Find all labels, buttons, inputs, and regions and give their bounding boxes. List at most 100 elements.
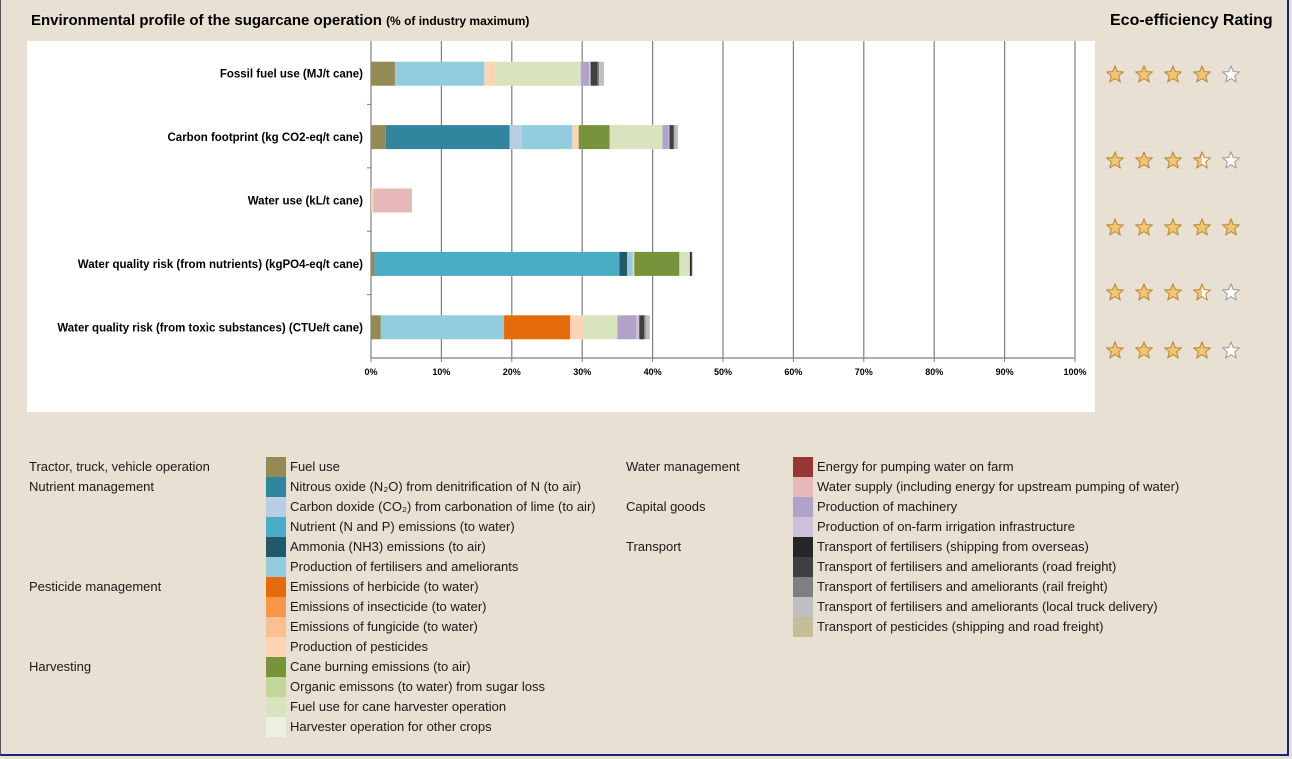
legend-label: Ammonia (NH3) emissions (to air) (290, 539, 486, 554)
bar-segment (674, 125, 678, 150)
star-full-icon (1134, 340, 1154, 359)
chart-plot-area: 0% 10% 20% 30% 40% 50% 60% 70% 80% 90% 100% Fossil … (27, 41, 1095, 412)
legend-swatch (266, 517, 286, 537)
rating-title: Eco-efficiency Rating (1110, 12, 1273, 29)
x-tick-label: 30% (573, 367, 591, 377)
legend-label: Production of machinery (817, 499, 958, 514)
x-tick-label: 20% (503, 367, 521, 377)
legend-label: Transport of fertilisers and ameliorants… (817, 579, 1108, 594)
legend-swatch (266, 477, 286, 497)
rating-row (1105, 64, 1251, 88)
bar-segment (619, 251, 628, 276)
x-tick-label: 0% (364, 367, 377, 377)
star-half-icon (1192, 150, 1212, 169)
legend-label: Nutrient (N and P) emissions (to water) (290, 519, 515, 534)
x-tick-label: 90% (996, 367, 1014, 377)
category-label: Fossil fuel use (MJ/t cane) (220, 69, 363, 81)
legend-swatch (266, 557, 286, 577)
category-label: Carbon footprint (kg CO2-eq/t cane) (168, 132, 364, 144)
legend-swatch (793, 537, 813, 557)
bar-segment (632, 251, 635, 276)
legend-label: Organic emissons (to water) from sugar l… (290, 679, 546, 694)
bar-segment (572, 125, 579, 150)
legend-swatch (266, 717, 286, 737)
legend-label: Fuel use (290, 459, 340, 474)
legend-swatch (266, 617, 286, 637)
bar-segment (371, 61, 395, 86)
star-full-icon (1192, 64, 1212, 83)
bar-segment (692, 251, 693, 276)
rating-row (1105, 150, 1251, 174)
legend-label: Transport of fertilisers and ameliorants… (817, 559, 1117, 574)
bar-segment (590, 61, 598, 86)
rating-row (1105, 282, 1251, 306)
legend-label: Transport of fertilisers and ameliorants… (817, 599, 1158, 614)
bar-segment (371, 188, 374, 213)
star-full-icon (1134, 217, 1154, 236)
legend-swatch (266, 657, 286, 677)
bar-segment (645, 315, 650, 340)
chart-title-sub: (% of industry maximum) (386, 14, 530, 28)
bar-segment (580, 61, 590, 86)
star-empty-icon (1221, 64, 1241, 83)
bar-segment (689, 251, 692, 276)
bar-segment (617, 315, 637, 340)
x-tick-label: 40% (644, 367, 662, 377)
bar-segment (668, 125, 670, 150)
legend-label: Production of pesticides (290, 639, 429, 654)
star-full-icon (1163, 64, 1183, 83)
legend-label: Production of on-farm irrigation infrast… (817, 519, 1075, 534)
bar-segment (373, 188, 411, 213)
legend-swatch (266, 457, 286, 477)
legend-swatch (266, 497, 286, 517)
legend-swatch (266, 597, 286, 617)
legend-swatch (793, 577, 813, 597)
bar-segment (627, 251, 633, 276)
bar-segment (644, 315, 646, 340)
legend-swatch (793, 517, 813, 537)
legend-category: Transport (626, 539, 682, 554)
star-empty-icon (1221, 340, 1241, 359)
bar-segment (609, 125, 663, 150)
bar-segment (371, 315, 381, 340)
star-full-icon (1163, 282, 1183, 301)
star-empty-icon (1221, 150, 1241, 169)
rating-row (1105, 217, 1251, 241)
legend-label: Emissions of herbicide (to water) (290, 579, 479, 594)
bar-segment (521, 125, 573, 150)
stacked-bar-chart: 0% 10% 20% 30% 40% 50% 60% 70% 80% 90% 100% Fossil … (57, 41, 1087, 377)
legend-swatch (266, 637, 286, 657)
bar-segment (636, 315, 640, 340)
bar-segment (673, 125, 675, 150)
chart-title: Environmental profile of the sugarcane o… (31, 12, 529, 29)
rating-row (1105, 340, 1251, 364)
x-tick-label: 60% (784, 367, 802, 377)
legend-swatch (793, 597, 813, 617)
bar-segment (484, 61, 496, 86)
category-label: Water quality risk (from toxic substance… (57, 322, 363, 334)
legend-label: Carbon doxide (CO₂) from carbonation of … (290, 499, 596, 514)
legend-category: Pesticide management (29, 579, 162, 594)
bar-segment (679, 251, 690, 276)
x-tick-label: 50% (714, 367, 732, 377)
legend-label: Fuel use for cane harvester operation (290, 699, 507, 714)
bar-segment (394, 61, 485, 86)
bar-segment (374, 251, 620, 276)
bar-segment (371, 251, 375, 276)
x-tick-label: 10% (432, 367, 450, 377)
bar-segment (662, 125, 669, 150)
legend-swatch (793, 617, 813, 637)
star-full-icon (1192, 217, 1212, 236)
category-label: Water use (kL/t cane) (248, 196, 363, 208)
star-full-icon (1134, 64, 1154, 83)
legend-label: Energy for pumping water on farm (817, 459, 1014, 474)
bar-segment (578, 125, 610, 150)
legend-category: Capital goods (626, 499, 706, 514)
star-full-icon (1192, 340, 1212, 359)
legend-category: Harvesting (29, 659, 92, 674)
star-full-icon (1221, 217, 1241, 236)
legend-label: Emissions of fungicide (to water) (290, 619, 478, 634)
x-tick-label: 80% (925, 367, 943, 377)
legend-swatch (266, 537, 286, 557)
